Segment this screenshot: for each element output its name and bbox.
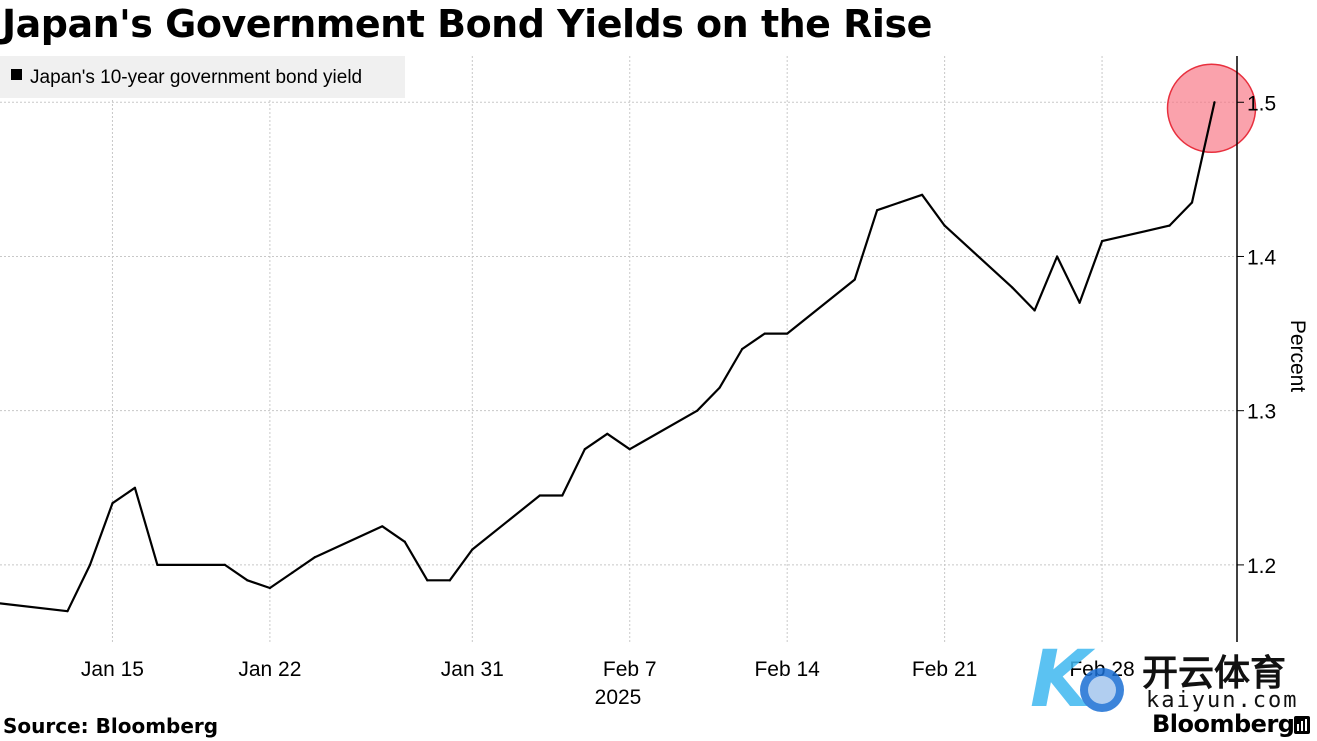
y-tick-label: 1.3 <box>1247 401 1276 424</box>
data-point <box>88 563 92 566</box>
vertical-grid <box>111 56 1103 642</box>
data-point <box>426 579 429 582</box>
x-axis-year-label: 2025 <box>595 686 642 709</box>
x-tick-label: Jan 22 <box>238 658 301 681</box>
y-axis-label: Percent <box>1286 320 1309 393</box>
data-point <box>898 201 901 204</box>
data-point <box>66 610 69 613</box>
data-point <box>853 278 856 281</box>
y-tick-label: 1.2 <box>1247 555 1276 578</box>
data-point <box>583 448 586 451</box>
y-axis: 1.2 1.3 1.4 1.5 <box>1237 92 1277 578</box>
legend-label: Japan's 10-year government bond yield <box>30 67 362 88</box>
watermark-logo-icon: K <box>1030 635 1124 725</box>
data-point <box>1010 286 1014 289</box>
data-point <box>223 563 227 566</box>
data-point <box>111 502 114 505</box>
data-point <box>786 332 789 335</box>
legend-box <box>0 56 405 98</box>
x-tick-label: Feb 7 <box>603 658 657 681</box>
x-tick-label: Jan 15 <box>81 658 144 681</box>
watermark: K 开云体育 kaiyun.com <box>1030 635 1317 725</box>
data-point <box>313 556 316 559</box>
x-tick-label: Feb 14 <box>754 658 820 681</box>
data-point <box>156 563 159 566</box>
watermark-url-text: kaiyun.com <box>1146 688 1299 713</box>
highlight-circle <box>1166 63 1257 154</box>
data-point <box>876 209 879 212</box>
data-point <box>763 332 766 335</box>
data-point <box>1055 255 1059 258</box>
y-tick-label: 1.5 <box>1247 92 1276 115</box>
legend: Japan's 10-year government bond yield <box>0 56 405 98</box>
bloomberg-terminal-icon <box>1294 716 1310 734</box>
data-point <box>133 486 137 489</box>
data-point <box>921 193 924 196</box>
data-point <box>628 448 631 451</box>
horizontal-grid <box>0 101 1237 566</box>
data-point <box>1100 239 1104 243</box>
legend-swatch <box>11 69 22 80</box>
data-point <box>471 548 474 551</box>
data-point <box>1168 224 1171 227</box>
data-point <box>606 432 609 435</box>
bloomberg-logo: Bloomberg <box>1152 710 1295 738</box>
data-point <box>538 494 541 497</box>
data-point <box>448 579 451 582</box>
data-point <box>741 347 744 351</box>
data-point <box>403 540 406 543</box>
data-point <box>561 494 564 497</box>
data-point <box>1213 101 1216 104</box>
data-point <box>291 571 294 574</box>
data-point <box>718 386 721 389</box>
x-tick-label: Feb 21 <box>912 658 977 681</box>
data-point <box>268 586 271 590</box>
data-point <box>943 224 946 227</box>
x-tick-label: Jan 31 <box>441 658 504 681</box>
source-note: Source: Bloomberg <box>3 714 219 738</box>
data-point <box>1190 201 1194 204</box>
watermark-cn-text: 开云体育 <box>1142 653 1287 694</box>
chart-title: Japan's Government Bond Yields on the Ri… <box>2 2 932 46</box>
y-tick-label: 1.4 <box>1247 246 1277 269</box>
series-line <box>0 102 1216 613</box>
data-point <box>0 602 2 605</box>
data-point <box>696 409 699 412</box>
series-group <box>0 101 1216 613</box>
x-axis: Jan 15 Jan 22 Jan 31 Feb 7 Feb 14 Feb 21 Feb 2… <box>81 658 1135 681</box>
data-point <box>1078 301 1081 304</box>
data-point <box>246 579 249 582</box>
data-point <box>381 525 384 528</box>
data-point <box>1033 309 1036 312</box>
